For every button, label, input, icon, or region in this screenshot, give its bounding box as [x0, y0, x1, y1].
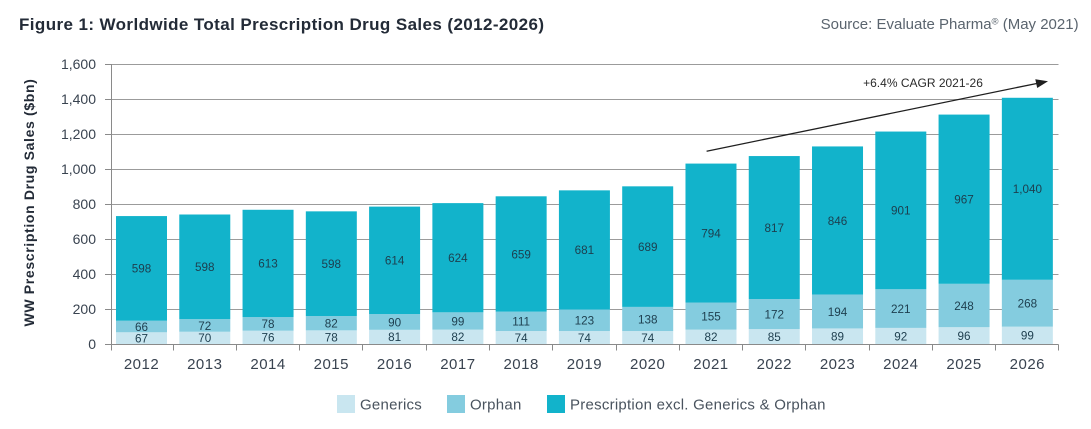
svg-text:90: 90: [388, 316, 402, 329]
svg-text:689: 689: [638, 241, 658, 254]
svg-text:400: 400: [73, 266, 97, 282]
svg-text:Prescription excl. Generics &: Prescription excl. Generics & Orphan: [570, 397, 826, 414]
svg-text:2024: 2024: [883, 356, 918, 373]
svg-text:248: 248: [954, 300, 974, 313]
svg-text:2013: 2013: [187, 356, 222, 373]
svg-text:2025: 2025: [946, 356, 981, 373]
svg-text:967: 967: [954, 193, 974, 206]
svg-text:268: 268: [1018, 298, 1038, 311]
svg-text:194: 194: [828, 306, 848, 319]
svg-text:624: 624: [448, 252, 468, 265]
svg-text:2021: 2021: [693, 356, 728, 373]
svg-text:2014: 2014: [250, 356, 285, 373]
svg-text:82: 82: [704, 331, 717, 344]
svg-text:598: 598: [195, 261, 215, 274]
svg-text:901: 901: [891, 205, 911, 218]
svg-text:155: 155: [701, 310, 721, 323]
svg-text:123: 123: [575, 315, 595, 328]
svg-text:70: 70: [198, 332, 212, 345]
svg-text:0: 0: [88, 336, 96, 352]
svg-text:85: 85: [768, 331, 782, 344]
svg-text:76: 76: [262, 332, 275, 345]
svg-text:2026: 2026: [1010, 356, 1045, 373]
svg-text:2017: 2017: [440, 356, 475, 373]
svg-text:Source: Evaluate Pharma® (May: Source: Evaluate Pharma® (May 2021): [821, 16, 1079, 33]
svg-text:598: 598: [132, 263, 152, 276]
svg-text:WW Prescription Drug Sales ($b: WW Prescription Drug Sales ($bn): [21, 79, 37, 327]
svg-text:111: 111: [512, 316, 530, 329]
svg-text:74: 74: [641, 332, 655, 345]
svg-text:613: 613: [258, 258, 278, 271]
svg-text:2016: 2016: [377, 356, 412, 373]
svg-text:81: 81: [388, 331, 401, 344]
svg-text:681: 681: [575, 244, 595, 257]
svg-text:598: 598: [322, 258, 342, 271]
svg-text:200: 200: [73, 301, 97, 317]
svg-text:82: 82: [451, 331, 464, 344]
svg-text:78: 78: [325, 331, 338, 344]
svg-text:74: 74: [578, 332, 592, 345]
svg-text:2018: 2018: [503, 356, 538, 373]
svg-text:+6.4% CAGR 2021-26: +6.4% CAGR 2021-26: [863, 76, 983, 90]
svg-text:74: 74: [515, 332, 529, 345]
svg-text:1,400: 1,400: [61, 91, 96, 107]
svg-text:Figure 1: Worldwide Total Pres: Figure 1: Worldwide Total Prescription D…: [19, 15, 544, 34]
svg-text:800: 800: [73, 196, 97, 212]
svg-text:82: 82: [325, 317, 338, 330]
svg-text:72: 72: [198, 320, 211, 333]
svg-text:78: 78: [262, 318, 275, 331]
svg-text:2015: 2015: [314, 356, 349, 373]
svg-text:1,200: 1,200: [61, 126, 96, 142]
svg-text:659: 659: [511, 248, 531, 261]
svg-text:89: 89: [831, 331, 844, 344]
svg-text:221: 221: [891, 303, 911, 316]
svg-text:2023: 2023: [820, 356, 855, 373]
svg-text:794: 794: [701, 227, 721, 240]
svg-text:96: 96: [958, 330, 971, 343]
svg-text:99: 99: [1021, 330, 1034, 343]
svg-text:1,600: 1,600: [61, 56, 96, 72]
svg-text:1,000: 1,000: [61, 161, 96, 177]
svg-text:1,040: 1,040: [1013, 183, 1043, 196]
svg-text:138: 138: [638, 313, 658, 326]
svg-text:66: 66: [135, 321, 148, 334]
svg-text:92: 92: [894, 330, 907, 343]
svg-text:Generics: Generics: [360, 397, 422, 414]
svg-text:67: 67: [135, 332, 148, 345]
svg-text:172: 172: [764, 308, 784, 321]
svg-text:2020: 2020: [630, 356, 665, 373]
svg-text:2012: 2012: [124, 356, 159, 373]
svg-text:817: 817: [764, 222, 784, 235]
svg-text:600: 600: [73, 231, 97, 247]
svg-text:614: 614: [385, 255, 405, 268]
svg-text:Orphan: Orphan: [470, 397, 522, 414]
svg-text:2019: 2019: [567, 356, 602, 373]
svg-text:846: 846: [828, 215, 848, 228]
svg-text:99: 99: [451, 315, 464, 328]
svg-text:2022: 2022: [757, 356, 792, 373]
